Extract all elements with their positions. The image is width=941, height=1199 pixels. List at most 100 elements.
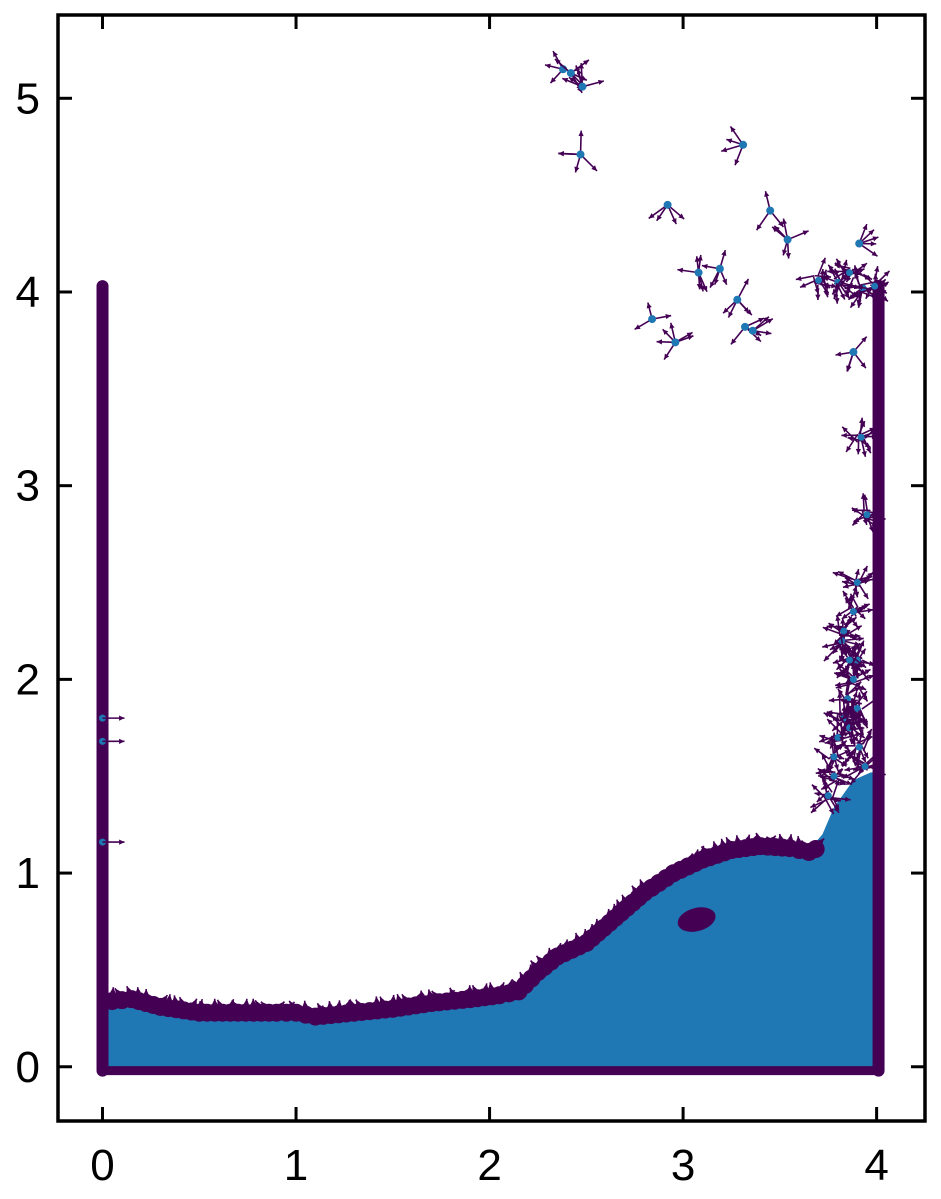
arrow-head [867, 572, 874, 578]
splash-vector [858, 583, 869, 600]
arrow-head [869, 660, 875, 666]
arrow-head [868, 526, 874, 533]
arrow-head [401, 994, 408, 1001]
arrow-head [816, 796, 823, 803]
splash-cluster [852, 266, 891, 304]
x-tick-label: 3 [671, 1141, 695, 1190]
arrow-head [721, 147, 728, 153]
arrow-head [860, 668, 867, 674]
arrow-head [327, 1001, 333, 1007]
arrow-head [656, 339, 663, 345]
arrow-head [861, 263, 867, 269]
arrow-head [833, 639, 840, 645]
surface-particle [806, 840, 825, 859]
arrow-head [801, 840, 807, 847]
splash-vector [841, 698, 863, 705]
arrow-head [849, 724, 855, 731]
arrow-head [865, 292, 871, 299]
arrow-head [712, 841, 718, 848]
arrow-head [845, 796, 851, 802]
arrow-head [710, 281, 715, 288]
arrow-head [730, 338, 737, 345]
arrow-head [853, 265, 859, 272]
surface-vector [145, 993, 154, 1004]
arrow-head [873, 429, 880, 435]
arrow-head [852, 756, 859, 762]
surface-vector [815, 837, 825, 848]
arrow-head [863, 274, 870, 280]
arrow-head [179, 997, 185, 1004]
arrow-head [837, 688, 844, 695]
surface-vector [126, 985, 133, 998]
arrow-head [863, 592, 869, 599]
arrow-head [836, 672, 843, 678]
arrow-head [835, 615, 841, 621]
splash-vector [818, 734, 838, 743]
arrow-head [810, 802, 817, 808]
arrow-head [841, 580, 848, 586]
splash-vector [857, 607, 874, 614]
arrow-head [832, 725, 839, 731]
splash-vector [854, 674, 875, 684]
arrow-head [835, 681, 841, 688]
spray-particle [671, 338, 680, 347]
arrow-head [114, 988, 121, 995]
arrow-head [511, 979, 518, 986]
arrow-head [840, 648, 846, 655]
splash-vector [813, 747, 831, 760]
splash-vector [851, 710, 861, 728]
surface-vector [288, 1000, 297, 1012]
surface-vector [316, 1002, 324, 1015]
arrow-head [836, 743, 843, 749]
splash-vector [848, 719, 868, 725]
arrow-head [846, 276, 852, 283]
arrow-head [822, 643, 829, 649]
spray-particle [748, 326, 757, 335]
arrow-head [772, 226, 779, 233]
arrow-head [858, 268, 865, 274]
spray-droplet [544, 50, 568, 84]
arrow-head [730, 126, 736, 133]
splash-vector [831, 715, 846, 732]
arrow-head [853, 761, 859, 767]
y-tick-label: 4 [16, 268, 40, 317]
arrow-head [850, 777, 857, 784]
arrow-head [847, 754, 854, 760]
arrow-head [699, 285, 705, 292]
splash-particle [846, 269, 854, 277]
arrow-head [842, 590, 848, 597]
arrow-head [861, 336, 867, 343]
arrow-head [713, 278, 719, 285]
arrow-head [823, 282, 829, 289]
arrow-head [530, 960, 536, 967]
arrow-head [544, 63, 551, 69]
arrow-head [591, 165, 598, 171]
arrow-head [876, 763, 883, 769]
spray-droplet [855, 223, 879, 257]
arrow-head [822, 626, 829, 632]
splash-vector [823, 645, 840, 662]
arrow-head [863, 674, 870, 681]
arrow-head [842, 760, 848, 767]
splash-vector [827, 268, 845, 275]
arrow-head [814, 791, 821, 797]
arrow-head [836, 258, 842, 265]
arrow-head [449, 987, 455, 994]
splash-vector [864, 751, 880, 766]
spray-droplet [835, 336, 868, 372]
arrow-head [778, 221, 784, 227]
surface-vector [254, 999, 262, 1012]
arrow-head [217, 999, 223, 1006]
splash-vector [835, 615, 841, 637]
arrow-head [833, 743, 839, 750]
arrow-head [843, 773, 850, 779]
arrow-head [231, 1000, 237, 1007]
wall-particle-vector [102, 738, 125, 744]
y-tick-label: 0 [16, 1043, 40, 1092]
splash-vector [849, 724, 856, 745]
splash-particle [871, 282, 879, 290]
arrow-head [840, 293, 845, 300]
arrow-head [787, 834, 794, 840]
splash-vector [861, 696, 879, 710]
arrow-head [765, 330, 772, 336]
